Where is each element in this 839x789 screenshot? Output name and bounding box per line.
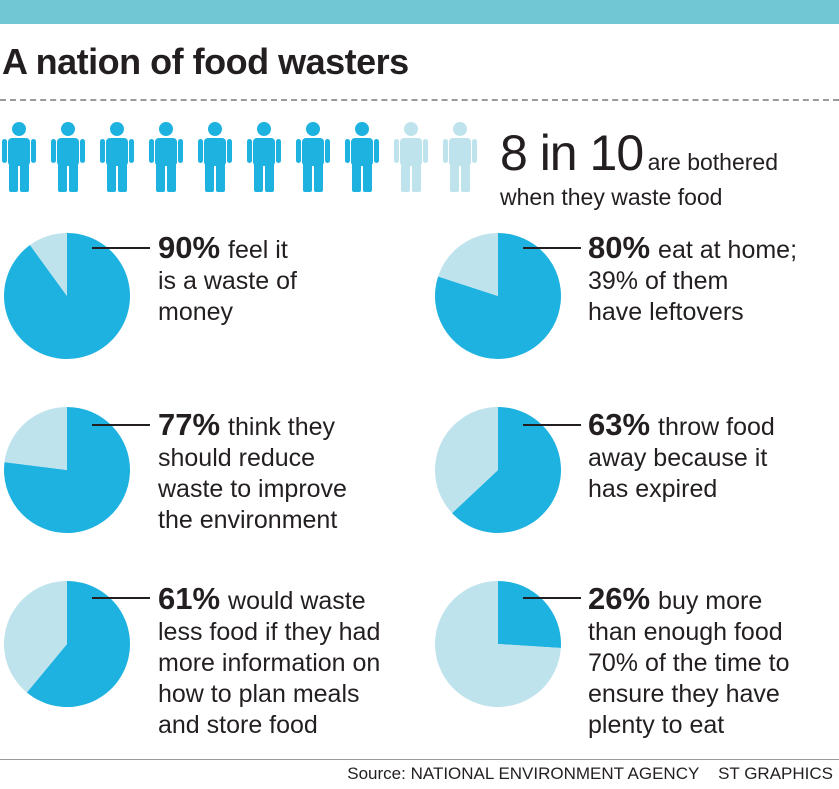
stat-line-5-4: and store food bbox=[158, 711, 318, 739]
pie-slice-value bbox=[452, 407, 561, 533]
pie-slice-remainder bbox=[4, 581, 67, 693]
stat-block-1: 90% feel it is a waste of money bbox=[158, 232, 297, 328]
stat-line-5-1: less food if they had bbox=[158, 618, 381, 646]
top-color-bar bbox=[0, 0, 839, 24]
stat-block-2: 80% eat at home; 39% of them have leftove… bbox=[588, 232, 797, 328]
stat-line-4-2: has expired bbox=[588, 475, 718, 503]
stat-pct-3: 77% bbox=[158, 407, 221, 442]
person-icon bbox=[394, 122, 428, 192]
leader-line-6 bbox=[523, 597, 581, 599]
stat-block-4: 63% throw food away because it has expire… bbox=[588, 409, 775, 505]
headline-stat: 8 in 10 are bothered bbox=[500, 128, 778, 178]
footer-divider bbox=[0, 759, 839, 760]
stat-block-3: 77% think they should reduce waste to imp… bbox=[158, 409, 347, 536]
stat-pct-6: 26% bbox=[588, 581, 651, 616]
stat-pct-4: 63% bbox=[588, 407, 651, 442]
stat-line-2-1: 39% of them bbox=[588, 267, 729, 295]
pie-chart-4 bbox=[434, 406, 562, 534]
pie-slice-value bbox=[3, 233, 130, 359]
source-label: Source: bbox=[347, 764, 406, 783]
stat-line-3-3: the environment bbox=[158, 506, 338, 534]
pie-slice-remainder bbox=[29, 233, 68, 296]
pie-svg bbox=[3, 407, 130, 533]
pie-chart-2 bbox=[434, 232, 562, 360]
stat-line-5-0: would waste bbox=[228, 587, 366, 615]
person-icon bbox=[100, 122, 134, 192]
stat-line-3-2: waste to improve bbox=[158, 475, 347, 503]
source-agency: NATIONAL ENVIRONMENT AGENCY bbox=[410, 764, 700, 783]
pie-svg bbox=[4, 581, 131, 707]
stat-line-5-2: more information on bbox=[158, 649, 381, 677]
person-icon bbox=[149, 122, 183, 192]
person-icon bbox=[247, 122, 281, 192]
leader-line-5 bbox=[92, 597, 150, 599]
pie-slice-remainder bbox=[438, 233, 498, 296]
source-credit: Source: NATIONAL ENVIRONMENT AGENCY ST G… bbox=[347, 764, 833, 784]
leader-line-2 bbox=[523, 247, 581, 249]
stat-pct-1: 90% bbox=[158, 230, 221, 265]
graphics-credit: ST GRAPHICS bbox=[718, 764, 833, 783]
pie-slice-value bbox=[26, 581, 131, 707]
headline-text-2: when they waste food bbox=[500, 184, 723, 210]
stat-line-4-1: away because it bbox=[588, 444, 768, 472]
pie-chart-5 bbox=[3, 580, 131, 708]
leader-line-3 bbox=[92, 424, 150, 426]
headline-number: 8 in 10 bbox=[500, 125, 644, 181]
pie-slice-remainder bbox=[435, 407, 498, 514]
stat-line-3-0: think they bbox=[228, 413, 336, 441]
stat-line-6-2: 70% of the time to bbox=[588, 649, 790, 677]
person-icon bbox=[51, 122, 85, 192]
person-icon bbox=[345, 122, 379, 192]
stat-line-6-4: plenty to eat bbox=[588, 711, 725, 739]
pie-slice-value bbox=[498, 581, 561, 648]
pie-chart-1 bbox=[3, 232, 131, 360]
pie-chart-6 bbox=[434, 580, 562, 708]
stat-line-1-1: is a waste of bbox=[158, 267, 297, 295]
stat-line-6-3: ensure they have bbox=[588, 680, 780, 708]
stat-line-2-2: have leftovers bbox=[588, 298, 744, 326]
stat-pct-5: 61% bbox=[158, 581, 221, 616]
pie-svg bbox=[435, 581, 561, 707]
stat-line-6-1: than enough food bbox=[588, 618, 783, 646]
pie-svg bbox=[3, 233, 130, 359]
stat-block-6: 26% buy more than enough food 70% of the … bbox=[588, 583, 790, 741]
stat-pct-2: 80% bbox=[588, 230, 651, 265]
stat-line-1-2: money bbox=[158, 298, 234, 326]
pie-chart-3 bbox=[3, 406, 131, 534]
pie-svg bbox=[435, 407, 561, 533]
leader-line-1 bbox=[92, 247, 150, 249]
person-icon bbox=[198, 122, 232, 192]
dashed-divider bbox=[0, 99, 839, 101]
stat-line-3-1: should reduce bbox=[158, 444, 316, 472]
stat-line-6-0: buy more bbox=[658, 587, 763, 615]
pie-svg bbox=[435, 233, 561, 359]
people-pictogram bbox=[0, 122, 490, 192]
leader-line-4 bbox=[523, 424, 581, 426]
chart-title: A nation of food wasters bbox=[2, 41, 409, 82]
stat-line-2-0: eat at home; bbox=[658, 236, 798, 264]
stat-block-5: 61% would waste less food if they had mor… bbox=[158, 583, 380, 741]
stat-line-5-3: how to plan meals bbox=[158, 680, 360, 708]
stat-line-4-0: throw food bbox=[658, 413, 775, 441]
person-icon bbox=[296, 122, 330, 192]
person-icon bbox=[443, 122, 477, 192]
headline-text-1: are bothered bbox=[647, 149, 779, 175]
stat-line-1-0: feel it bbox=[228, 236, 288, 264]
person-icon bbox=[2, 122, 36, 192]
pie-slice-remainder bbox=[435, 581, 561, 707]
pie-slice-remainder bbox=[4, 407, 68, 470]
